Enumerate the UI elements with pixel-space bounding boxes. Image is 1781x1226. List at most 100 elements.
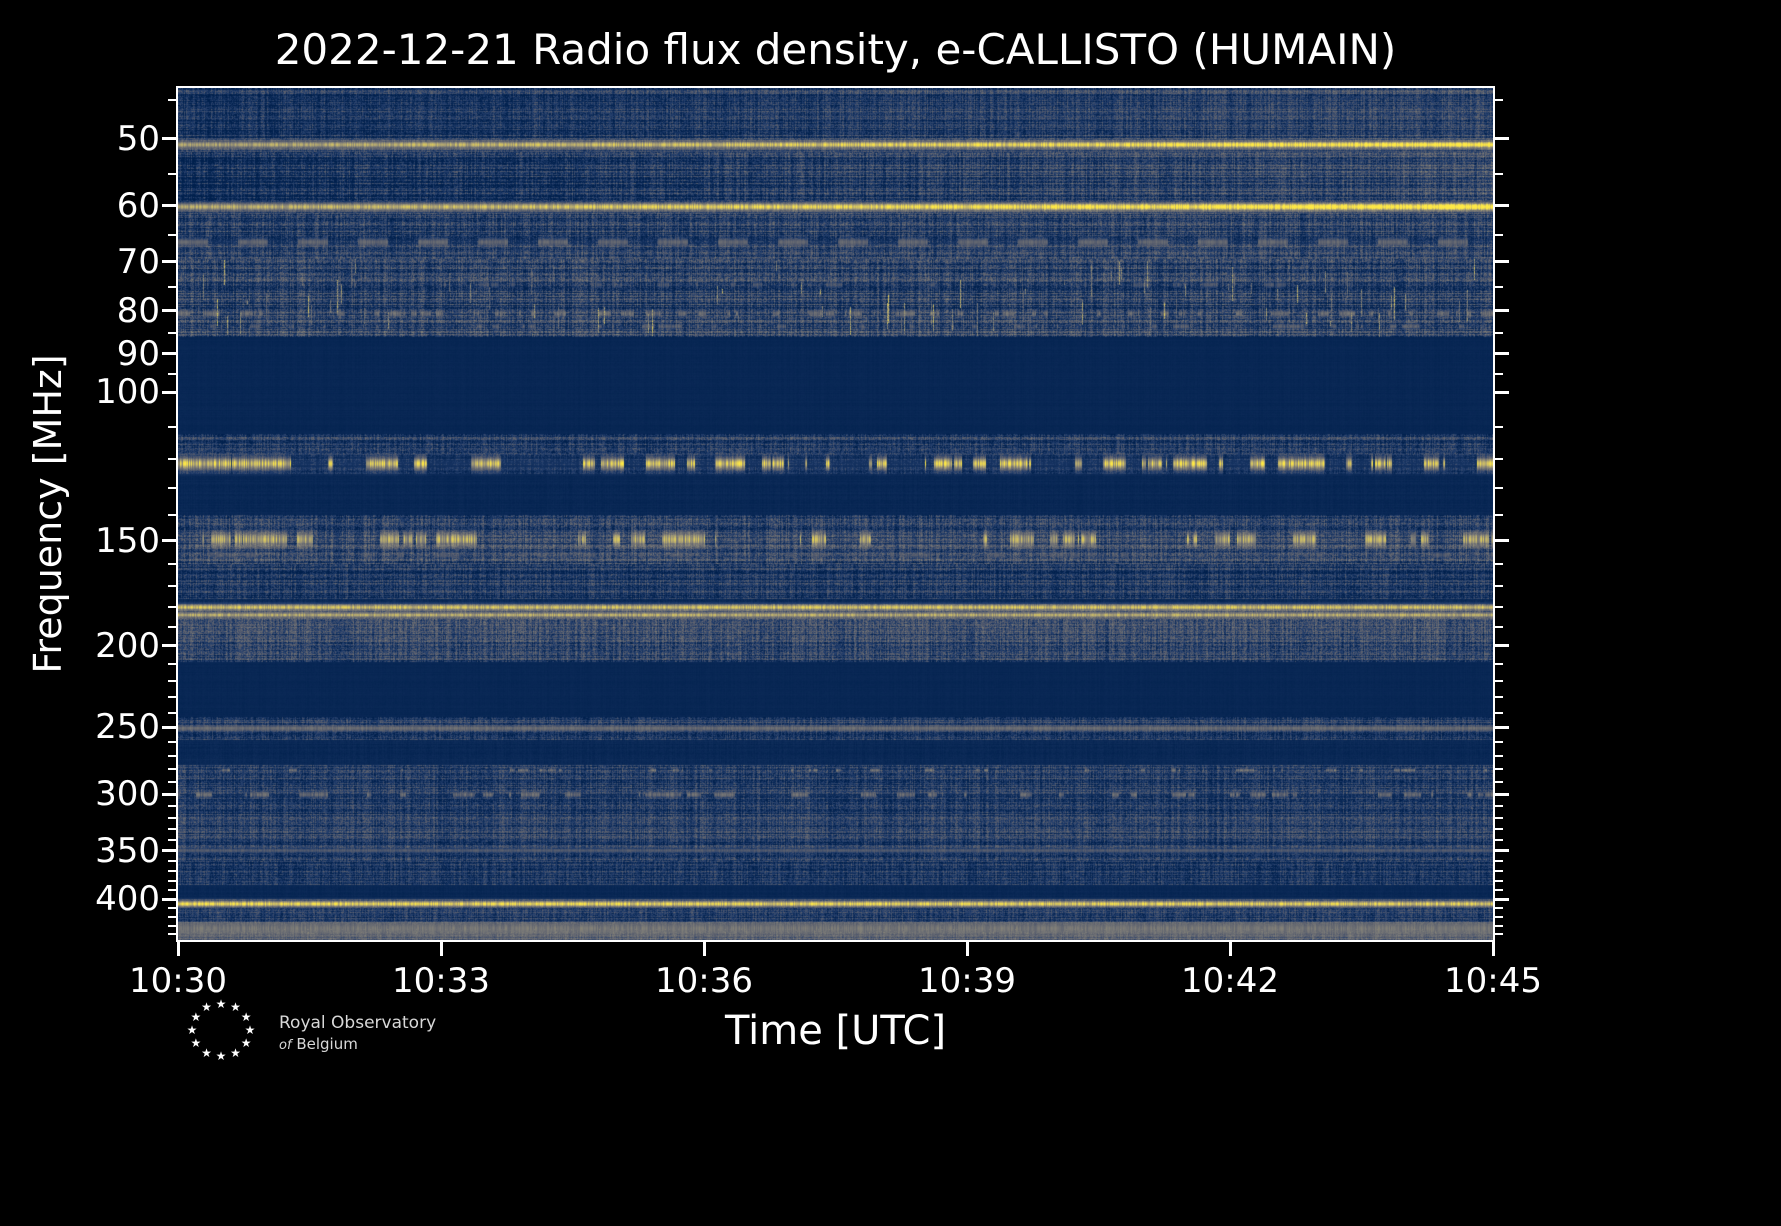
y-minor-tick-mark [168, 233, 176, 236]
y-tick-mark [1495, 309, 1509, 313]
star-icon: ★ [190, 1010, 202, 1024]
y-minor-tick-mark [168, 805, 176, 808]
y-tick-mark [1495, 260, 1509, 264]
y-minor-tick-mark [168, 879, 176, 882]
x-tick-label: 10:39 [918, 961, 1016, 1001]
y-tick-label: 300 [95, 774, 160, 815]
y-minor-tick-mark [168, 563, 176, 566]
rob-logo: ★ ★ ★ ★ ★ ★ ★ ★ ★ ★ ★ ★ Royal Observatory of Belgiu… [185, 996, 505, 1080]
y-minor-tick-mark [168, 889, 176, 892]
star-icon: ★ [215, 997, 227, 1011]
y-minor-tick-mark [1495, 740, 1503, 743]
y-tick-mark [162, 897, 176, 901]
x-tick-mark [702, 942, 706, 956]
y-tick-mark [162, 204, 176, 208]
spectrogram-canvas [178, 88, 1493, 940]
y-minor-tick-mark [1495, 626, 1503, 629]
y-minor-tick-mark [1495, 916, 1503, 919]
y-tick-label: 100 [95, 372, 160, 413]
rob-logo-text: Royal Observatory of Belgium [279, 1012, 436, 1056]
y-tick-mark [162, 725, 176, 729]
y-tick-mark [162, 260, 176, 264]
y-tick-mark [1495, 539, 1509, 543]
y-minor-tick-mark [168, 933, 176, 936]
y-tick-label: 80 [116, 290, 160, 331]
y-minor-tick-mark [168, 859, 176, 862]
y-minor-tick-mark [168, 172, 176, 175]
y-minor-tick-mark [1495, 487, 1503, 490]
y-minor-tick-mark [168, 99, 176, 102]
y-minor-tick-mark [1495, 805, 1503, 808]
x-tick-mark [1491, 942, 1495, 956]
y-minor-tick-mark [1495, 780, 1503, 783]
y-minor-tick-mark [1495, 924, 1503, 927]
y-minor-tick-mark [1495, 99, 1503, 102]
star-icon: ★ [230, 1000, 241, 1015]
y-minor-tick-mark [1495, 879, 1503, 882]
y-tick-label: 70 [116, 241, 160, 282]
y-minor-tick-mark [1495, 563, 1503, 566]
rob-logo-stars: ★ ★ ★ ★ ★ ★ ★ ★ ★ ★ ★ ★ [185, 996, 257, 1068]
star-icon: ★ [240, 1036, 252, 1050]
y-tick-label: 400 [95, 879, 160, 920]
y-minor-tick-mark [168, 838, 176, 841]
y-minor-tick-mark [1495, 172, 1503, 175]
y-minor-tick-mark [1495, 372, 1503, 375]
y-minor-tick-mark [168, 286, 176, 289]
y-tick-mark [1495, 390, 1509, 394]
y-tick-mark [1495, 792, 1509, 796]
star-icon: ★ [201, 1045, 212, 1060]
y-minor-tick-mark [168, 458, 176, 461]
y-tick-mark [162, 539, 176, 543]
star-icon: ★ [201, 1000, 212, 1015]
y-tick-label: 50 [116, 118, 160, 159]
y-minor-tick-mark [1495, 662, 1503, 665]
star-icon: ★ [244, 1023, 256, 1037]
y-minor-tick-mark [1495, 331, 1503, 334]
y-minor-tick-mark [168, 514, 176, 517]
y-tick-mark [1495, 204, 1509, 208]
y-tick-mark [162, 352, 176, 356]
y-tick-mark [1495, 725, 1509, 729]
x-tick-mark [965, 942, 969, 956]
y-minor-tick-mark [168, 606, 176, 609]
x-axis-label: Time [UTC] [724, 1008, 947, 1054]
x-tick-mark [176, 942, 180, 956]
y-minor-tick-mark [1495, 889, 1503, 892]
star-icon: ★ [230, 1045, 241, 1060]
y-minor-tick-mark [1495, 767, 1503, 770]
rob-logo-belgium: Belgium [296, 1035, 358, 1053]
x-tick-mark [439, 942, 443, 956]
y-minor-tick-mark [1495, 816, 1503, 819]
y-minor-tick-mark [168, 916, 176, 919]
y-minor-tick-mark [168, 426, 176, 429]
y-tick-mark [1495, 352, 1509, 356]
y-minor-tick-mark [1495, 585, 1503, 588]
y-minor-tick-mark [1495, 458, 1503, 461]
y-minor-tick-mark [168, 487, 176, 490]
y-tick-mark [162, 137, 176, 141]
y-minor-tick-mark [1495, 859, 1503, 862]
y-minor-tick-mark [1495, 907, 1503, 910]
y-minor-tick-mark [168, 924, 176, 927]
y-minor-tick-mark [1495, 754, 1503, 757]
y-tick-mark [162, 849, 176, 853]
y-tick-label: 350 [95, 830, 160, 871]
y-minor-tick-mark [168, 585, 176, 588]
rob-logo-line2: of Belgium [279, 1034, 436, 1056]
y-minor-tick-mark [1495, 286, 1503, 289]
y-minor-tick-mark [168, 331, 176, 334]
y-tick-mark [162, 644, 176, 648]
x-tick-label: 10:36 [655, 961, 753, 1001]
x-tick-label: 10:33 [392, 961, 490, 1001]
y-tick-mark [162, 390, 176, 394]
y-minor-tick-mark [168, 828, 176, 831]
y-tick-mark [1495, 849, 1509, 853]
x-tick-label: 10:45 [1444, 961, 1542, 1001]
y-minor-tick-mark [168, 780, 176, 783]
y-minor-tick-mark [168, 767, 176, 770]
y-tick-label: 200 [95, 625, 160, 666]
chart-title: 2022-12-21 Radio flux density, e-CALLIST… [274, 25, 1397, 74]
y-minor-tick-mark [168, 869, 176, 872]
